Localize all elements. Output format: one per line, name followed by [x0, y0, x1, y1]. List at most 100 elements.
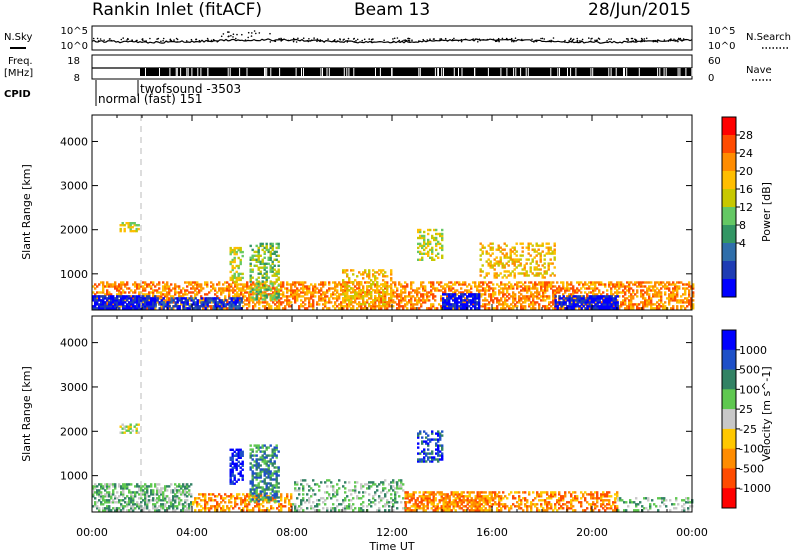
- data-cell: [148, 303, 151, 306]
- data-cell: [442, 303, 445, 306]
- data-cell: [270, 505, 273, 508]
- data-cell: [612, 307, 615, 310]
- nsearch-point: [343, 38, 345, 41]
- data-cell: [228, 305, 231, 308]
- data-cell: [586, 283, 589, 286]
- data-cell: [652, 285, 655, 288]
- data-cell: [263, 252, 266, 255]
- data-cell: [328, 281, 331, 284]
- cpid-strip: CPID normal (fast) 151 twofsound -3503: [4, 80, 241, 106]
- data-cell: [170, 483, 173, 486]
- data-cell: [688, 289, 691, 292]
- data-cell: [230, 505, 233, 508]
- data-cell: [273, 272, 276, 275]
- data-cell: [302, 305, 305, 308]
- data-cell: [170, 297, 173, 300]
- data-cell: [194, 301, 197, 304]
- data-cell: [423, 252, 426, 255]
- data-cell: [258, 509, 261, 512]
- data-cell: [544, 305, 547, 308]
- data-cell: [388, 285, 391, 288]
- data-cell: [266, 303, 269, 306]
- data-cell: [352, 287, 355, 290]
- data-cell: [543, 262, 546, 265]
- data-cell: [210, 493, 213, 496]
- data-cell: [578, 289, 581, 292]
- data-cell: [156, 489, 159, 492]
- data-cell: [234, 501, 237, 504]
- data-cell: [212, 301, 215, 304]
- data-cell: [226, 299, 229, 302]
- data-cell: [678, 285, 681, 288]
- data-cell: [636, 281, 639, 284]
- data-cell: [298, 305, 301, 308]
- data-cell: [432, 297, 435, 300]
- data-cell: [126, 305, 129, 308]
- data-cell: [256, 505, 259, 508]
- data-cell: [417, 250, 420, 254]
- data-cell: [138, 487, 141, 490]
- data-cell: [106, 507, 109, 510]
- data-cell: [244, 499, 247, 502]
- data-cell: [224, 287, 227, 290]
- data-cell: [304, 297, 307, 300]
- data-cell: [481, 246, 484, 249]
- data-cell: [251, 268, 254, 271]
- data-cell: [322, 285, 325, 288]
- data-cell: [497, 246, 500, 249]
- data-cell: [354, 293, 357, 296]
- data-cell: [194, 497, 197, 500]
- data-cell: [542, 281, 545, 284]
- data-cell: [482, 293, 485, 296]
- data-cell: [648, 301, 651, 304]
- data-cell: [226, 281, 229, 284]
- data-cell: [427, 232, 430, 236]
- data-cell: [441, 228, 444, 232]
- data-cell: [166, 495, 169, 498]
- data-cell: [684, 287, 687, 290]
- data-cell: [423, 240, 426, 244]
- data-cell: [564, 299, 567, 302]
- data-cell: [512, 305, 515, 308]
- data-cell: [202, 493, 205, 496]
- nave-tick-high: 60: [708, 56, 721, 67]
- data-cell: [564, 301, 567, 304]
- data-cell: [432, 303, 435, 306]
- data-cell: [178, 501, 181, 504]
- data-cell: [210, 505, 213, 508]
- data-cell: [487, 262, 490, 265]
- data-cell: [526, 291, 529, 294]
- data-cell: [296, 299, 299, 302]
- data-cell: [338, 281, 341, 284]
- data-cell: [509, 272, 512, 275]
- data-cell: [527, 274, 530, 277]
- data-cell: [263, 286, 266, 289]
- nsearch-point: [571, 39, 574, 41]
- data-cell: [479, 268, 482, 271]
- data-cell: [92, 285, 95, 288]
- data-cell: [96, 505, 99, 508]
- data-cell: [344, 293, 347, 296]
- data-cell: [277, 294, 280, 297]
- data-cell: [348, 285, 351, 288]
- data-cell: [106, 505, 109, 508]
- data-cell: [566, 285, 569, 288]
- data-cell: [112, 303, 115, 306]
- data-cell: [344, 271, 347, 274]
- data-cell: [536, 301, 539, 304]
- data-cell: [271, 294, 274, 297]
- data-cell: [255, 244, 258, 248]
- data-cell: [408, 291, 411, 294]
- data-cell: [562, 299, 565, 302]
- data-cell: [626, 305, 629, 308]
- data-cell: [138, 291, 141, 294]
- nsky-trace: [91, 38, 693, 44]
- data-cell: [370, 291, 373, 294]
- data-cell: [342, 297, 345, 300]
- data-cell: [484, 281, 487, 284]
- data-cell: [598, 301, 601, 304]
- data-cell: [130, 491, 133, 494]
- data-cell: [120, 303, 123, 306]
- data-cell: [300, 283, 303, 286]
- data-cell: [568, 293, 571, 296]
